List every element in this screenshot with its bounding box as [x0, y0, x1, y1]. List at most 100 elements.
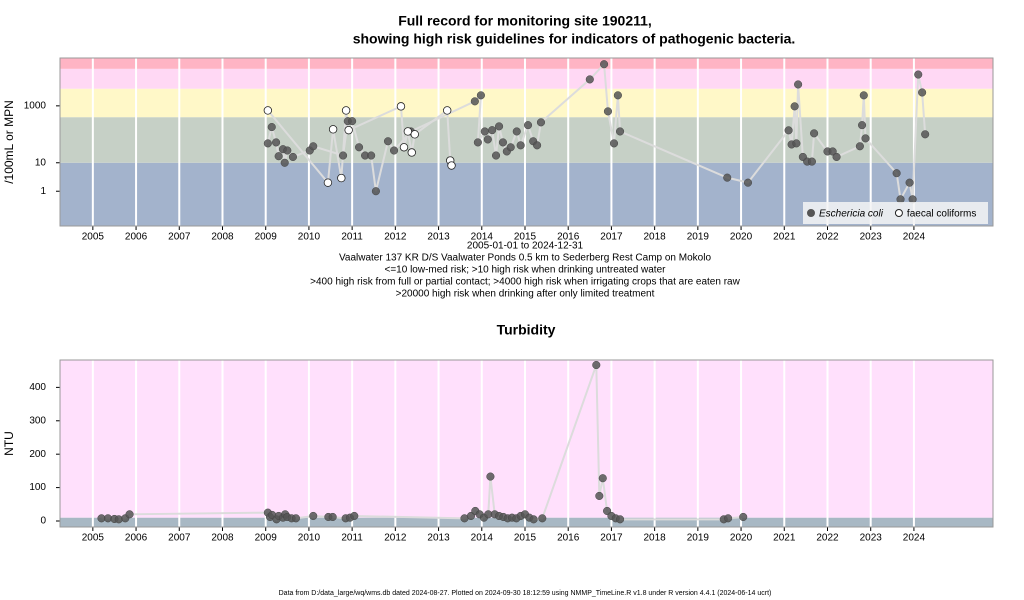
data-point: [350, 511, 359, 521]
data-point: [367, 151, 376, 160]
x-tick-label: 2020: [730, 232, 753, 243]
x-tick-label: 2010: [298, 232, 321, 243]
y-tick-label: 10: [35, 157, 47, 168]
legend-label: faecal coliforms: [907, 209, 976, 220]
data-point: [855, 142, 864, 151]
x-tick-label: 2024: [903, 533, 926, 544]
x-tick-label: 2021: [773, 533, 796, 544]
data-point: [592, 360, 601, 370]
data-point: [516, 141, 525, 150]
data-point: [288, 152, 297, 162]
y-tick-label: 0: [40, 516, 46, 527]
series-line: [267, 104, 453, 186]
data-point: [473, 138, 482, 147]
data-point: [585, 75, 594, 84]
data-point: [533, 141, 542, 150]
legend-marker: [807, 209, 815, 217]
data-point: [858, 121, 867, 130]
data-point: [480, 127, 489, 136]
data-point: [470, 97, 479, 106]
x-tick-label: 2011: [341, 533, 363, 544]
x-tick-label: 2006: [125, 533, 148, 544]
data-point: [272, 138, 281, 147]
data-point: [498, 138, 507, 147]
x-tick-label: 2019: [687, 533, 710, 544]
x-tick-label: 2024: [903, 232, 926, 243]
x-tick-label: 2009: [255, 533, 278, 544]
data-point: [908, 195, 917, 204]
risk-band: [60, 517, 993, 527]
risk-band: [60, 58, 993, 69]
data-point: [603, 107, 613, 116]
x-tick-label: 2014: [471, 533, 494, 544]
data-point: [616, 515, 625, 524]
data-point: [723, 173, 732, 182]
data-point: [403, 127, 413, 136]
risk-band: [60, 88, 993, 118]
note: >20000 high risk when drinking after onl…: [396, 289, 655, 300]
data-point: [609, 139, 619, 148]
data-point: [600, 60, 609, 69]
x-tick-label: 2005: [82, 533, 105, 544]
y-tick-label: 1: [40, 186, 46, 197]
data-point: [486, 472, 495, 481]
x-tick-label: 2007: [168, 232, 191, 243]
x-tick-label: 2019: [687, 232, 710, 243]
y-axis-label: /100mL or MPN: [2, 100, 16, 184]
data-point: [921, 130, 930, 139]
x-tick-label: 2007: [168, 533, 191, 544]
legend-marker: [894, 209, 903, 217]
data-point: [538, 514, 547, 523]
chart-title: Turbidity: [497, 322, 556, 338]
x-tick-label: 2015: [514, 232, 537, 243]
data-point: [896, 195, 905, 204]
x-tick-label: 2023: [860, 533, 883, 544]
data-point: [354, 143, 364, 152]
x-tick-label: 2016: [557, 232, 580, 243]
data-point: [598, 474, 607, 483]
y-axis-label: NTU: [2, 431, 16, 456]
note: Vaalwater 137 KR D/S Vaalwater Ponds 0.5…: [339, 253, 711, 264]
x-tick-label: 2005: [82, 232, 105, 243]
data-point: [536, 118, 546, 127]
data-point: [339, 151, 348, 160]
x-tick-label: 2009: [255, 232, 278, 243]
data-point: [794, 80, 803, 89]
data-point: [263, 139, 272, 148]
data-point: [263, 106, 273, 115]
x-tick-label: 2018: [644, 533, 667, 544]
chart-subtitle: showing high risk guidelines for indicat…: [353, 31, 796, 47]
x-tick-label: 2020: [730, 533, 753, 544]
risk-band: [60, 360, 993, 518]
data-point: [810, 129, 819, 138]
data-point: [483, 135, 492, 144]
x-tick-label: 2006: [125, 232, 148, 243]
x-tick-label: 2017: [600, 533, 623, 544]
data-point: [337, 173, 346, 183]
data-point: [613, 91, 622, 100]
data-point: [309, 142, 318, 151]
plot-border: [59, 57, 994, 227]
data-point: [828, 147, 837, 156]
legend-label: Eschericia coli: [819, 209, 884, 220]
data-point: [905, 178, 914, 187]
data-point: [348, 117, 357, 126]
y-tick-label: 400: [29, 382, 46, 393]
data-point: [859, 91, 868, 100]
data-point: [280, 158, 289, 167]
x-tick-label: 2018: [644, 232, 667, 243]
data-point: [274, 152, 283, 161]
x-tick-label: 2012: [384, 533, 407, 544]
chart-title: Full record for monitoring site 190211,: [398, 13, 652, 29]
x-tick-label: 2010: [298, 533, 321, 544]
data-point: [616, 127, 625, 136]
data-point: [443, 106, 452, 115]
data-point: [832, 152, 841, 162]
data-point: [739, 512, 748, 522]
data-point: [914, 70, 923, 79]
footer: Data from D:/data_large/wq/wms.db dated …: [279, 590, 772, 597]
data-point: [267, 122, 276, 132]
x-tick-label: 2013: [427, 232, 450, 243]
data-point: [447, 161, 456, 170]
